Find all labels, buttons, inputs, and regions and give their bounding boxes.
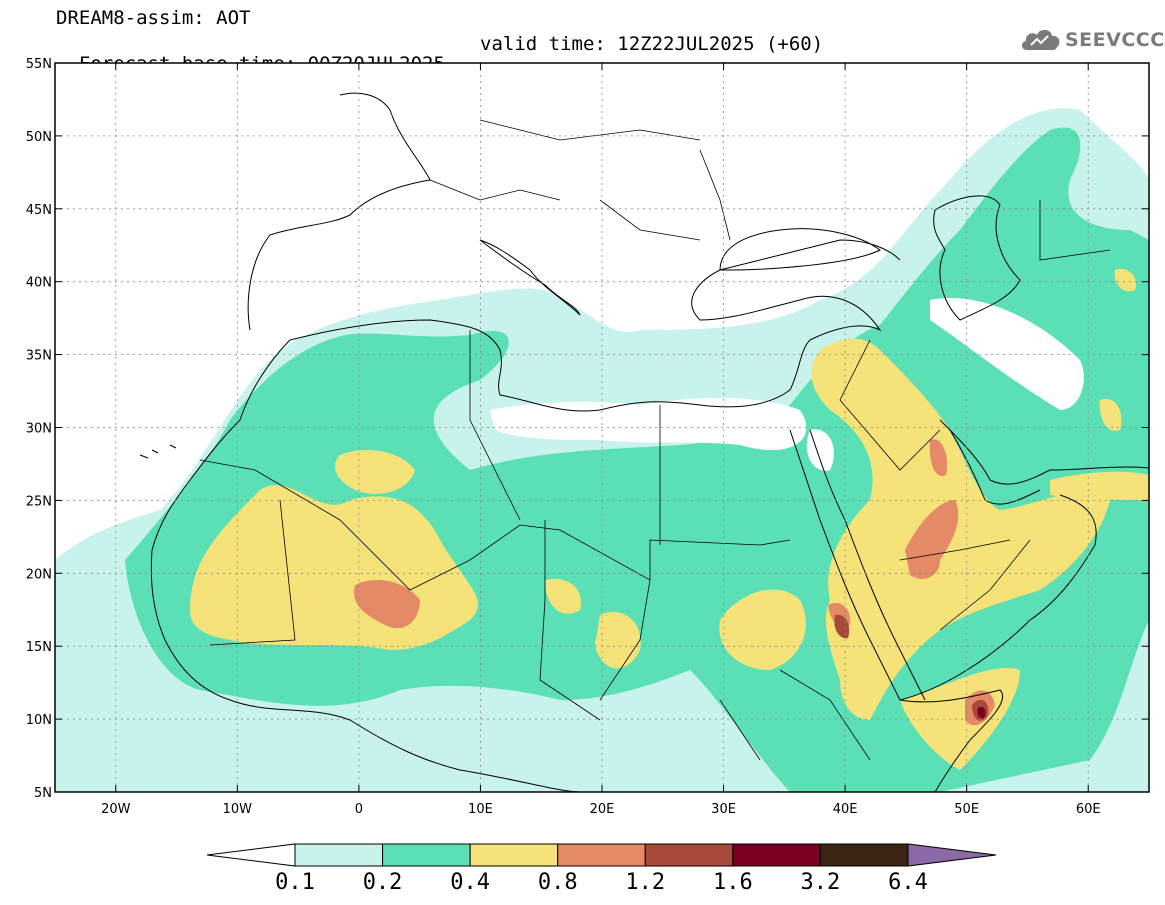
lon-label: 10E [468,802,493,817]
lon-label: 20W [101,802,131,817]
longitude-labels: 20W 10W 0 10E 20E 30E 40E 50E 60E [101,802,1101,817]
colorbar-over-triangle [907,843,997,867]
colorbar-segment [732,843,821,867]
chart-title: DREAM8-assim: AOT [56,7,251,29]
colorbar-label: 1.6 [712,870,753,895]
lat-label: 50N [26,130,52,145]
lon-label: 0 [355,802,363,817]
lat-label: 10N [26,713,52,728]
colorbar-label: 0.8 [537,870,578,895]
colorbar [206,843,997,867]
lat-label: 5N [34,786,52,801]
colorbar-label: 0.1 [275,870,315,895]
lon-label: 40E [833,802,858,817]
colorbar-label: 1.2 [625,870,666,895]
lat-label: 20N [26,567,52,582]
colorbar-label: 0.4 [450,870,491,895]
colorbar-segment [294,843,384,867]
lat-label: 30N [26,422,52,437]
aot-contour-0.8 [354,580,420,629]
lat-label: 55N [26,57,52,72]
colorbar-label: 6.4 [888,870,928,895]
coastlines [139,92,1149,792]
valid-time-label: valid time: 12Z22JUL2025 (+60) [480,33,824,55]
lat-label: 40N [26,276,52,291]
colorbar-under-triangle [206,843,296,867]
lon-label: 20E [590,802,615,817]
colorbar-segment [469,843,559,867]
logo-text: SEEVCCC [1065,29,1165,51]
latitude-labels: 55N 50N 45N 40N 35N 30N 25N 20N 15N 10N 5N [26,57,52,801]
lon-label: 10W [223,802,253,817]
aot-field [55,108,1149,792]
lat-label: 35N [26,349,52,364]
lat-label: 25N [26,494,52,509]
lon-label: 50E [954,802,979,817]
colorbar-label: 0.2 [362,870,403,895]
lat-label: 45N [26,203,52,218]
lon-label: 30E [711,802,736,817]
lat-label: 15N [26,640,52,655]
colorbar-segment [819,843,909,867]
colorbar-segment [644,843,734,867]
aot-contour-0.4-arabia [811,338,1110,720]
colorbar-segment [382,843,471,867]
country-borders [199,119,1111,761]
axis-ticks [55,62,1149,793]
lon-label: 60E [1076,802,1101,817]
aot-contour-1.6 [977,706,986,719]
colorbar-label: 3.2 [800,870,841,895]
graticule [55,63,1149,792]
seevccc-logo: SEEVCCC [1019,24,1164,54]
cloud-icon [1021,29,1060,50]
colorbar-segment [557,843,646,867]
